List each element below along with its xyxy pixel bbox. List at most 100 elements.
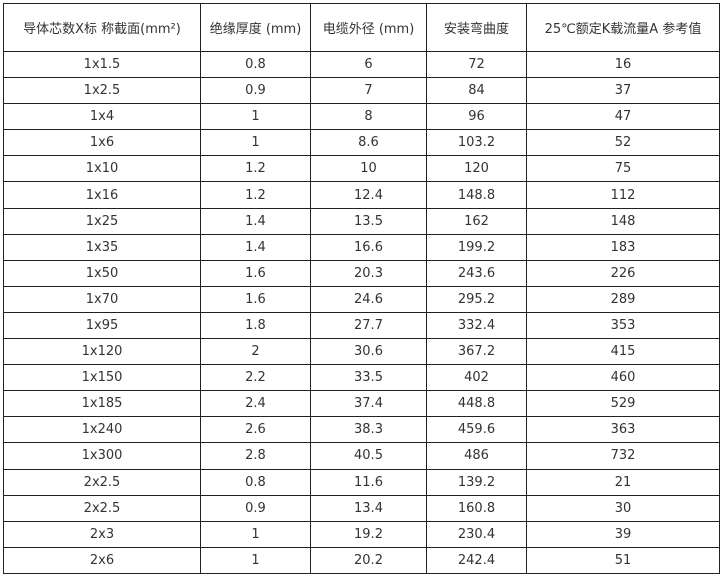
cell-insulation-thickness: 1.8 bbox=[200, 311, 311, 340]
cell-insulation-thickness: 2 bbox=[200, 338, 311, 366]
cell-insulation-thickness: 0.8 bbox=[200, 50, 311, 79]
cell-conductor-size: 1x1.5 bbox=[3, 50, 201, 79]
column-header-insulation-thickness: 绝缘厚度 (mm) bbox=[200, 3, 311, 52]
cell-conductor-size: 2x3 bbox=[3, 520, 201, 548]
cell-bend-radius: 160.8 bbox=[426, 494, 527, 522]
cell-conductor-size: 1x120 bbox=[3, 338, 201, 366]
cell-ampacity: 37 bbox=[526, 77, 720, 105]
table-row: 2x3 1 19.2 230.4 39 bbox=[3, 520, 720, 548]
cell-ampacity: 183 bbox=[526, 233, 720, 261]
cell-insulation-thickness: 2.8 bbox=[200, 442, 311, 470]
table-row: 1x1.5 0.8 6 72 16 bbox=[3, 50, 720, 79]
cell-outer-diameter: 8.6 bbox=[310, 129, 427, 157]
cell-insulation-thickness: 1 bbox=[200, 129, 311, 157]
cell-ampacity: 732 bbox=[526, 442, 720, 470]
cell-conductor-size: 1x35 bbox=[3, 233, 201, 261]
cell-ampacity: 16 bbox=[526, 50, 720, 79]
column-header-ampacity: 25℃额定K载流量A 参考值 bbox=[526, 3, 720, 52]
cell-insulation-thickness: 1.6 bbox=[200, 285, 311, 313]
table-row: 1x120 2 30.6 367.2 415 bbox=[3, 338, 720, 366]
cell-insulation-thickness: 1.2 bbox=[200, 155, 311, 183]
header-row: 导体芯数X标 称截面(mm²) 绝缘厚度 (mm) 电缆外径 (mm) 安装弯曲度 25… bbox=[3, 3, 720, 52]
cell-insulation-thickness: 0.8 bbox=[200, 468, 311, 496]
table-row: 1x50 1.6 20.3 243.6 226 bbox=[3, 259, 720, 287]
cell-outer-diameter: 20.2 bbox=[310, 546, 427, 574]
cell-bend-radius: 72 bbox=[426, 50, 527, 79]
table-row: 1x300 2.8 40.5 486 732 bbox=[3, 442, 720, 470]
cell-bend-radius: 103.2 bbox=[426, 129, 527, 157]
cell-conductor-size: 1x4 bbox=[3, 103, 201, 131]
table-row: 1x35 1.4 16.6 199.2 183 bbox=[3, 233, 720, 261]
cell-bend-radius: 402 bbox=[426, 364, 527, 392]
cell-bend-radius: 486 bbox=[426, 442, 527, 470]
cell-bend-radius: 448.8 bbox=[426, 390, 527, 418]
cell-bend-radius: 459.6 bbox=[426, 416, 527, 444]
cell-insulation-thickness: 1.4 bbox=[200, 207, 311, 235]
table-row: 1x4 1 8 96 47 bbox=[3, 103, 720, 131]
cell-conductor-size: 1x25 bbox=[3, 207, 201, 235]
cell-outer-diameter: 30.6 bbox=[310, 338, 427, 366]
cell-outer-diameter: 6 bbox=[310, 50, 427, 79]
cell-conductor-size: 1x2.5 bbox=[3, 77, 201, 105]
cell-conductor-size: 2x2.5 bbox=[3, 494, 201, 522]
cell-outer-diameter: 8 bbox=[310, 103, 427, 131]
cell-ampacity: 51 bbox=[526, 546, 720, 574]
cell-outer-diameter: 11.6 bbox=[310, 468, 427, 496]
cell-bend-radius: 84 bbox=[426, 77, 527, 105]
cell-outer-diameter: 38.3 bbox=[310, 416, 427, 444]
table-row: 1x70 1.6 24.6 295.2 289 bbox=[3, 285, 720, 313]
table-row: 1x6 1 8.6 103.2 52 bbox=[3, 129, 720, 157]
table-row: 2x2.5 0.8 11.6 139.2 21 bbox=[3, 468, 720, 496]
cell-ampacity: 75 bbox=[526, 155, 720, 183]
table-row: 1x240 2.6 38.3 459.6 363 bbox=[3, 416, 720, 444]
table-row: 2x6 1 20.2 242.4 51 bbox=[3, 546, 720, 574]
cable-spec-table: 导体芯数X标 称截面(mm²) 绝缘厚度 (mm) 电缆外径 (mm) 安装弯曲度 25… bbox=[3, 3, 720, 574]
cell-outer-diameter: 7 bbox=[310, 77, 427, 105]
cell-bend-radius: 120 bbox=[426, 155, 527, 183]
cell-ampacity: 353 bbox=[526, 311, 720, 340]
cell-bend-radius: 230.4 bbox=[426, 520, 527, 548]
cell-conductor-size: 1x185 bbox=[3, 390, 201, 418]
cell-insulation-thickness: 2.4 bbox=[200, 390, 311, 418]
cell-ampacity: 363 bbox=[526, 416, 720, 444]
column-header-conductor-size: 导体芯数X标 称截面(mm²) bbox=[3, 3, 201, 52]
cell-insulation-thickness: 0.9 bbox=[200, 494, 311, 522]
cell-outer-diameter: 37.4 bbox=[310, 390, 427, 418]
cell-outer-diameter: 10 bbox=[310, 155, 427, 183]
cell-outer-diameter: 13.4 bbox=[310, 494, 427, 522]
table-row: 2x2.5 0.9 13.4 160.8 30 bbox=[3, 494, 720, 522]
cell-bend-radius: 367.2 bbox=[426, 338, 527, 366]
table-row: 1x150 2.2 33.5 402 460 bbox=[3, 364, 720, 392]
cell-insulation-thickness: 0.9 bbox=[200, 77, 311, 105]
cell-ampacity: 226 bbox=[526, 259, 720, 287]
cell-outer-diameter: 40.5 bbox=[310, 442, 427, 470]
cell-outer-diameter: 24.6 bbox=[310, 285, 427, 313]
cell-outer-diameter: 20.3 bbox=[310, 259, 427, 287]
table-row: 1x95 1.8 27.7 332.4 353 bbox=[3, 311, 720, 340]
cell-ampacity: 460 bbox=[526, 364, 720, 392]
cell-conductor-size: 2x2.5 bbox=[3, 468, 201, 496]
table-row: 1x185 2.4 37.4 448.8 529 bbox=[3, 390, 720, 418]
cell-insulation-thickness: 1 bbox=[200, 103, 311, 131]
cell-outer-diameter: 27.7 bbox=[310, 311, 427, 340]
cell-ampacity: 415 bbox=[526, 338, 720, 366]
cell-conductor-size: 1x95 bbox=[3, 311, 201, 340]
cell-ampacity: 148 bbox=[526, 207, 720, 235]
cell-bend-radius: 295.2 bbox=[426, 285, 527, 313]
column-header-bend-radius: 安装弯曲度 bbox=[426, 3, 527, 52]
cell-insulation-thickness: 1 bbox=[200, 520, 311, 548]
table-row: 1x16 1.2 12.4 148.8 112 bbox=[3, 181, 720, 209]
cell-conductor-size: 1x50 bbox=[3, 259, 201, 287]
cell-outer-diameter: 33.5 bbox=[310, 364, 427, 392]
cell-bend-radius: 162 bbox=[426, 207, 527, 235]
table-row: 1x25 1.4 13.5 162 148 bbox=[3, 207, 720, 235]
cell-insulation-thickness: 2.2 bbox=[200, 364, 311, 392]
cell-insulation-thickness: 1 bbox=[200, 546, 311, 574]
cell-ampacity: 30 bbox=[526, 494, 720, 522]
cell-insulation-thickness: 1.6 bbox=[200, 259, 311, 287]
table-row: 1x10 1.2 10 120 75 bbox=[3, 155, 720, 183]
cell-conductor-size: 1x70 bbox=[3, 285, 201, 313]
cell-ampacity: 39 bbox=[526, 520, 720, 548]
cell-outer-diameter: 12.4 bbox=[310, 181, 427, 209]
cell-conductor-size: 1x16 bbox=[3, 181, 201, 209]
